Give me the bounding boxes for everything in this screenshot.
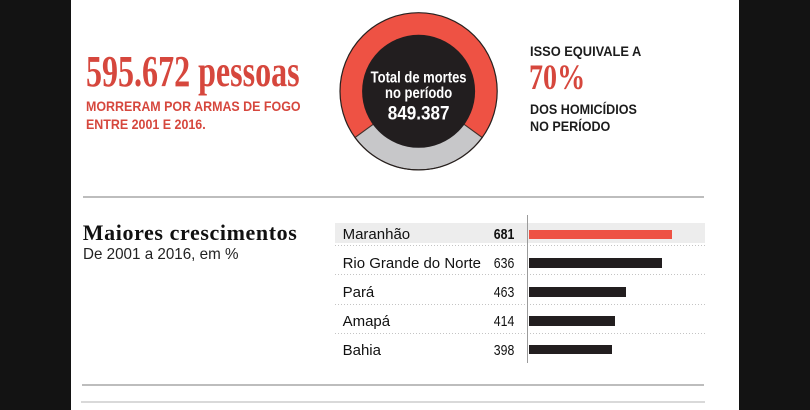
svg-text:849.387: 849.387: [388, 102, 450, 123]
svg-text:no período: no período: [385, 85, 452, 102]
svg-text:Total de mortes: Total de mortes: [371, 70, 467, 87]
